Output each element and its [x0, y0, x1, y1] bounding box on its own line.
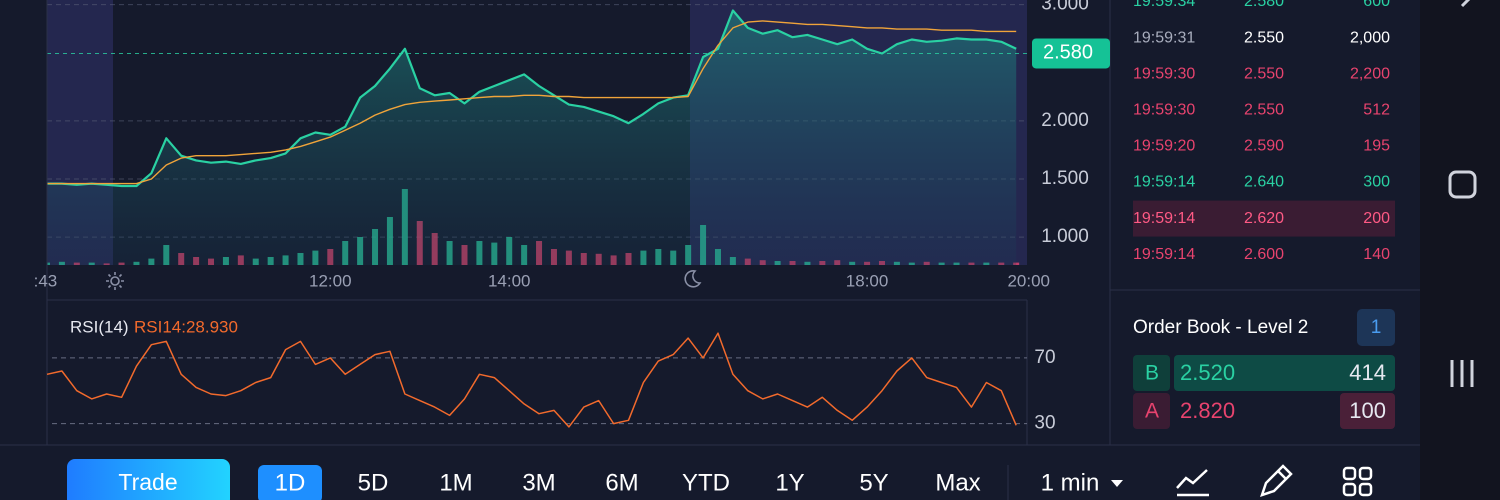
vwap-line — [47, 20, 1017, 185]
moon-icon — [684, 270, 702, 288]
trade-price: 2.590 — [1244, 138, 1284, 155]
rsi-line — [46, 332, 1017, 428]
bid-bg — [1174, 355, 1395, 391]
range-button[interactable]: 1M — [439, 469, 472, 496]
order-book-title: Order Book - Level 2 — [1133, 317, 1308, 338]
y-tick-label: 1.500 — [1041, 168, 1089, 189]
range-button[interactable]: 1Y — [775, 469, 804, 496]
trade-size: 200 — [1363, 210, 1390, 227]
trade-price: 2.550 — [1244, 29, 1284, 46]
rsi-label: RSI(14) — [70, 317, 129, 336]
price-line — [47, 9, 1017, 188]
y-tick-label: 1.000 — [1041, 226, 1089, 247]
trade-price: 2.620 — [1244, 210, 1284, 227]
ask-label: A — [1145, 400, 1159, 423]
range-button[interactable]: 6M — [605, 469, 638, 496]
trade-size: 2,000 — [1350, 29, 1390, 46]
ask-size: 100 — [1349, 398, 1386, 423]
bid-label-bg — [1133, 355, 1170, 391]
trade-size: 512 — [1363, 102, 1390, 119]
ask-label-bg — [1133, 393, 1170, 429]
bid-size: 414 — [1349, 360, 1386, 385]
trade-time: 19:59:14 — [1133, 210, 1195, 227]
x-tick-label: 12:00 — [309, 271, 352, 290]
x-tick-label: 14:00 — [488, 271, 531, 290]
last-price-label: 2.580 — [1043, 42, 1093, 64]
trade-time: 19:59:31 — [1133, 29, 1195, 46]
x-tick-label: :43 — [34, 271, 58, 290]
trade-price: 2.600 — [1244, 246, 1284, 263]
trade-time: 19:59:30 — [1133, 65, 1195, 82]
nav-recents[interactable] — [1450, 360, 1474, 387]
interval-caret — [1111, 480, 1123, 487]
rsi-value-label: RSI14:28.930 — [134, 317, 238, 336]
trade-time: 19:59:34 — [1133, 0, 1195, 10]
nav-back[interactable] — [1460, 0, 1471, 8]
range-button[interactable]: 3M — [522, 469, 555, 496]
x-tick-label: 18:00 — [846, 271, 889, 290]
trade-price: 2.550 — [1244, 65, 1284, 82]
range-button[interactable]: YTD — [682, 469, 730, 496]
ask-bg — [1340, 393, 1395, 429]
range-button[interactable]: 5Y — [859, 469, 888, 496]
nav-bar — [1420, 0, 1500, 500]
range-button[interactable]: Max — [935, 469, 980, 496]
bid-label: B — [1145, 362, 1159, 385]
trade-price: 2.550 — [1244, 102, 1284, 119]
rsi-tick-label: 70 — [1034, 347, 1055, 368]
ask-price: 2.820 — [1180, 398, 1235, 423]
trade-time: 19:59:30 — [1133, 102, 1195, 119]
x-tick-label: 20:00 — [1007, 271, 1050, 290]
trade-size: 140 — [1363, 246, 1390, 263]
price-area — [47, 10, 1017, 265]
trade-size: 300 — [1363, 174, 1390, 191]
interval-selector[interactable]: 1 min — [1041, 469, 1100, 496]
draw-icon[interactable] — [1260, 464, 1293, 497]
dynamic-layer: 1.000 1.500 2.000 3.000 :43 12:00 14:00 18:00 20… — [34, 0, 1395, 500]
trade-size: 600 — [1363, 0, 1390, 10]
level-badge[interactable] — [1357, 309, 1395, 346]
range-button[interactable]: 5D — [358, 469, 389, 496]
last-price-badge — [1032, 38, 1110, 69]
trade-price: 2.640 — [1244, 174, 1284, 191]
trade-time: 19:59:14 — [1133, 174, 1195, 191]
trade-button[interactable] — [67, 459, 230, 500]
trade-time: 19:59:20 — [1133, 138, 1195, 155]
rsi-tick-label: 30 — [1034, 413, 1055, 434]
trade-button-label: Trade — [118, 469, 177, 495]
price-plot — [47, 4, 1027, 265]
trade-time: 19:59:14 — [1133, 246, 1195, 263]
trade-highlight — [1133, 200, 1395, 237]
range-selected-bg — [258, 465, 322, 500]
trade-size: 2,200 — [1350, 65, 1390, 82]
layout-icon[interactable] — [1342, 466, 1373, 497]
range-button[interactable]: 1D — [275, 469, 306, 496]
nav-home[interactable] — [1448, 170, 1477, 199]
bid-price: 2.520 — [1180, 360, 1235, 385]
y-tick-label: 3.000 — [1041, 0, 1089, 15]
y-tick-label: 2.000 — [1041, 110, 1089, 131]
trade-price: 2.580 — [1244, 0, 1284, 10]
sun-icon — [106, 272, 124, 290]
indicator-icon[interactable] — [1176, 469, 1209, 497]
trade-size: 195 — [1363, 138, 1390, 155]
level-badge-text: 1 — [1371, 317, 1382, 338]
